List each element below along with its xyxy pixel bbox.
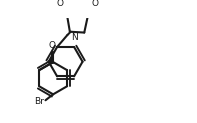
Text: N: N [72,33,78,42]
Text: O: O [49,41,56,50]
Text: O: O [57,0,64,8]
Text: Br: Br [34,97,44,106]
Text: O: O [91,0,98,8]
